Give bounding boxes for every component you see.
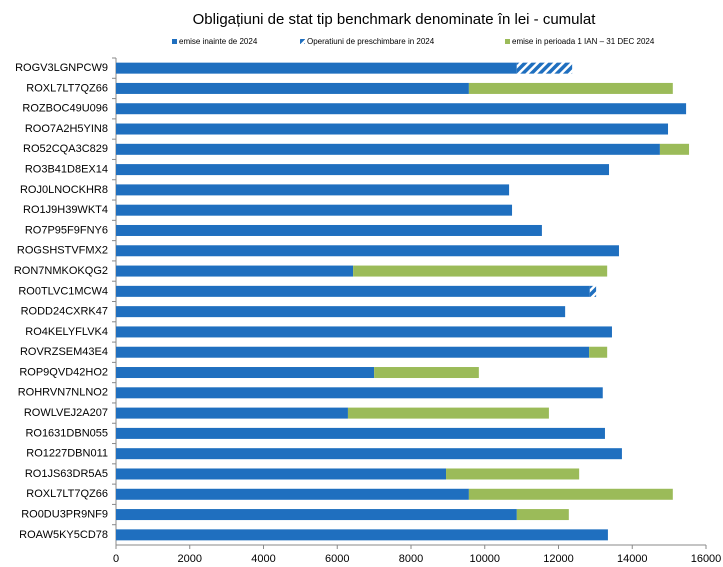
y-tick-label: ROJ0LNOCKHR8 [20,184,108,196]
bar-segment [468,488,673,500]
x-tick-label: 14000 [617,553,648,565]
y-tick-label: RON7NMKOKQG2 [14,265,108,277]
bar-segment [116,509,517,521]
bar-segment [116,387,603,399]
bar-segment [116,306,566,318]
legend-swatch [300,39,305,44]
y-tick-label: RO3B41D8EX14 [25,164,108,176]
y-tick-label: RO1631DBN055 [25,427,108,439]
bar-segment [353,265,608,277]
bar-segment [116,468,447,480]
bar-segment [116,326,612,338]
x-tick-label: 12000 [543,553,574,565]
y-tick-label: ROZBOC49U096 [22,103,108,115]
bar-segment [116,285,590,297]
y-tick-label: RO4KELYFLVK4 [25,326,108,338]
bar-segment [116,448,622,460]
x-tick-label: 8000 [399,553,423,565]
bar-segment [516,509,569,521]
bar-segment [116,529,608,541]
y-tick-label: ROAW5KY5CD78 [19,529,108,541]
x-tick-label: 16000 [691,553,722,565]
y-tick-label: RO7P95F9FNY6 [25,224,108,236]
y-tick-label: ROP9QVD42HO2 [19,366,108,378]
legend-label: Operatiuni de preschimbare in 2024 [307,37,435,46]
legend-label: emise in perioada 1 IAN – 31 DEC 2024 [512,37,655,46]
bar-segment [116,82,469,94]
bar-segment [116,123,669,135]
bar-segment [116,427,605,439]
legend-swatch [172,39,177,44]
y-tick-label: ROVRZSEM43E4 [20,346,108,358]
bar-segment [468,82,673,94]
y-tick-label: ROWLVEJ2A207 [24,407,108,419]
y-tick-label: ROO7A2H5YIN8 [25,123,108,135]
bar-segment [116,184,510,196]
bar-segment [589,285,597,297]
y-tick-label: RO1JS63DR5A5 [25,468,108,480]
y-tick-label: ROXL7LT7QZ66 [26,82,108,94]
x-tick-label: 10000 [469,553,500,565]
bar-segment [116,164,610,176]
bar-segment [116,245,619,257]
bar-segment [116,62,517,74]
x-tick-label: 4000 [251,553,275,565]
y-tick-label: ROGSHSTVFMX2 [17,245,108,257]
y-tick-label: RO1J9H39WKT4 [23,204,108,216]
y-tick-label: ROXL7LT7QZ66 [26,488,108,500]
y-tick-label: RO1227DBN011 [26,448,108,460]
bar-segment [116,204,513,216]
x-tick-label: 2000 [178,553,202,565]
bar-segment [116,224,542,236]
y-tick-label: RO0TLVC1MCW4 [18,285,108,297]
x-tick-label: 6000 [325,553,349,565]
bar-segment [116,346,590,358]
chart-title: Obligațiuni de stat tip benchmark denomi… [193,11,597,28]
bar-segment [116,103,687,115]
bar-segment [116,488,469,500]
y-tick-label: ROHRVN7NLNO2 [18,387,108,399]
x-tick-label: 0 [113,553,119,565]
bar-segment [446,468,580,480]
bar-segment [516,62,573,74]
y-tick-label: RO0DU3PR9NF9 [21,508,108,520]
bar-segment [589,346,608,358]
legend-swatch [505,39,510,44]
y-tick-label: RO52CQA3C829 [23,143,108,155]
bar-segment [116,265,354,277]
bar-segment [374,367,479,379]
bar-segment [347,407,549,419]
y-tick-label: RODD24CXRK47 [21,306,108,318]
bar-segment [116,367,375,379]
bar-segment [116,407,348,419]
legend-label: emise inainte de 2024 [179,37,258,46]
bar-segment [659,143,690,155]
y-tick-label: ROGV3LGNPCW9 [15,62,108,74]
bar-segment [116,143,660,155]
